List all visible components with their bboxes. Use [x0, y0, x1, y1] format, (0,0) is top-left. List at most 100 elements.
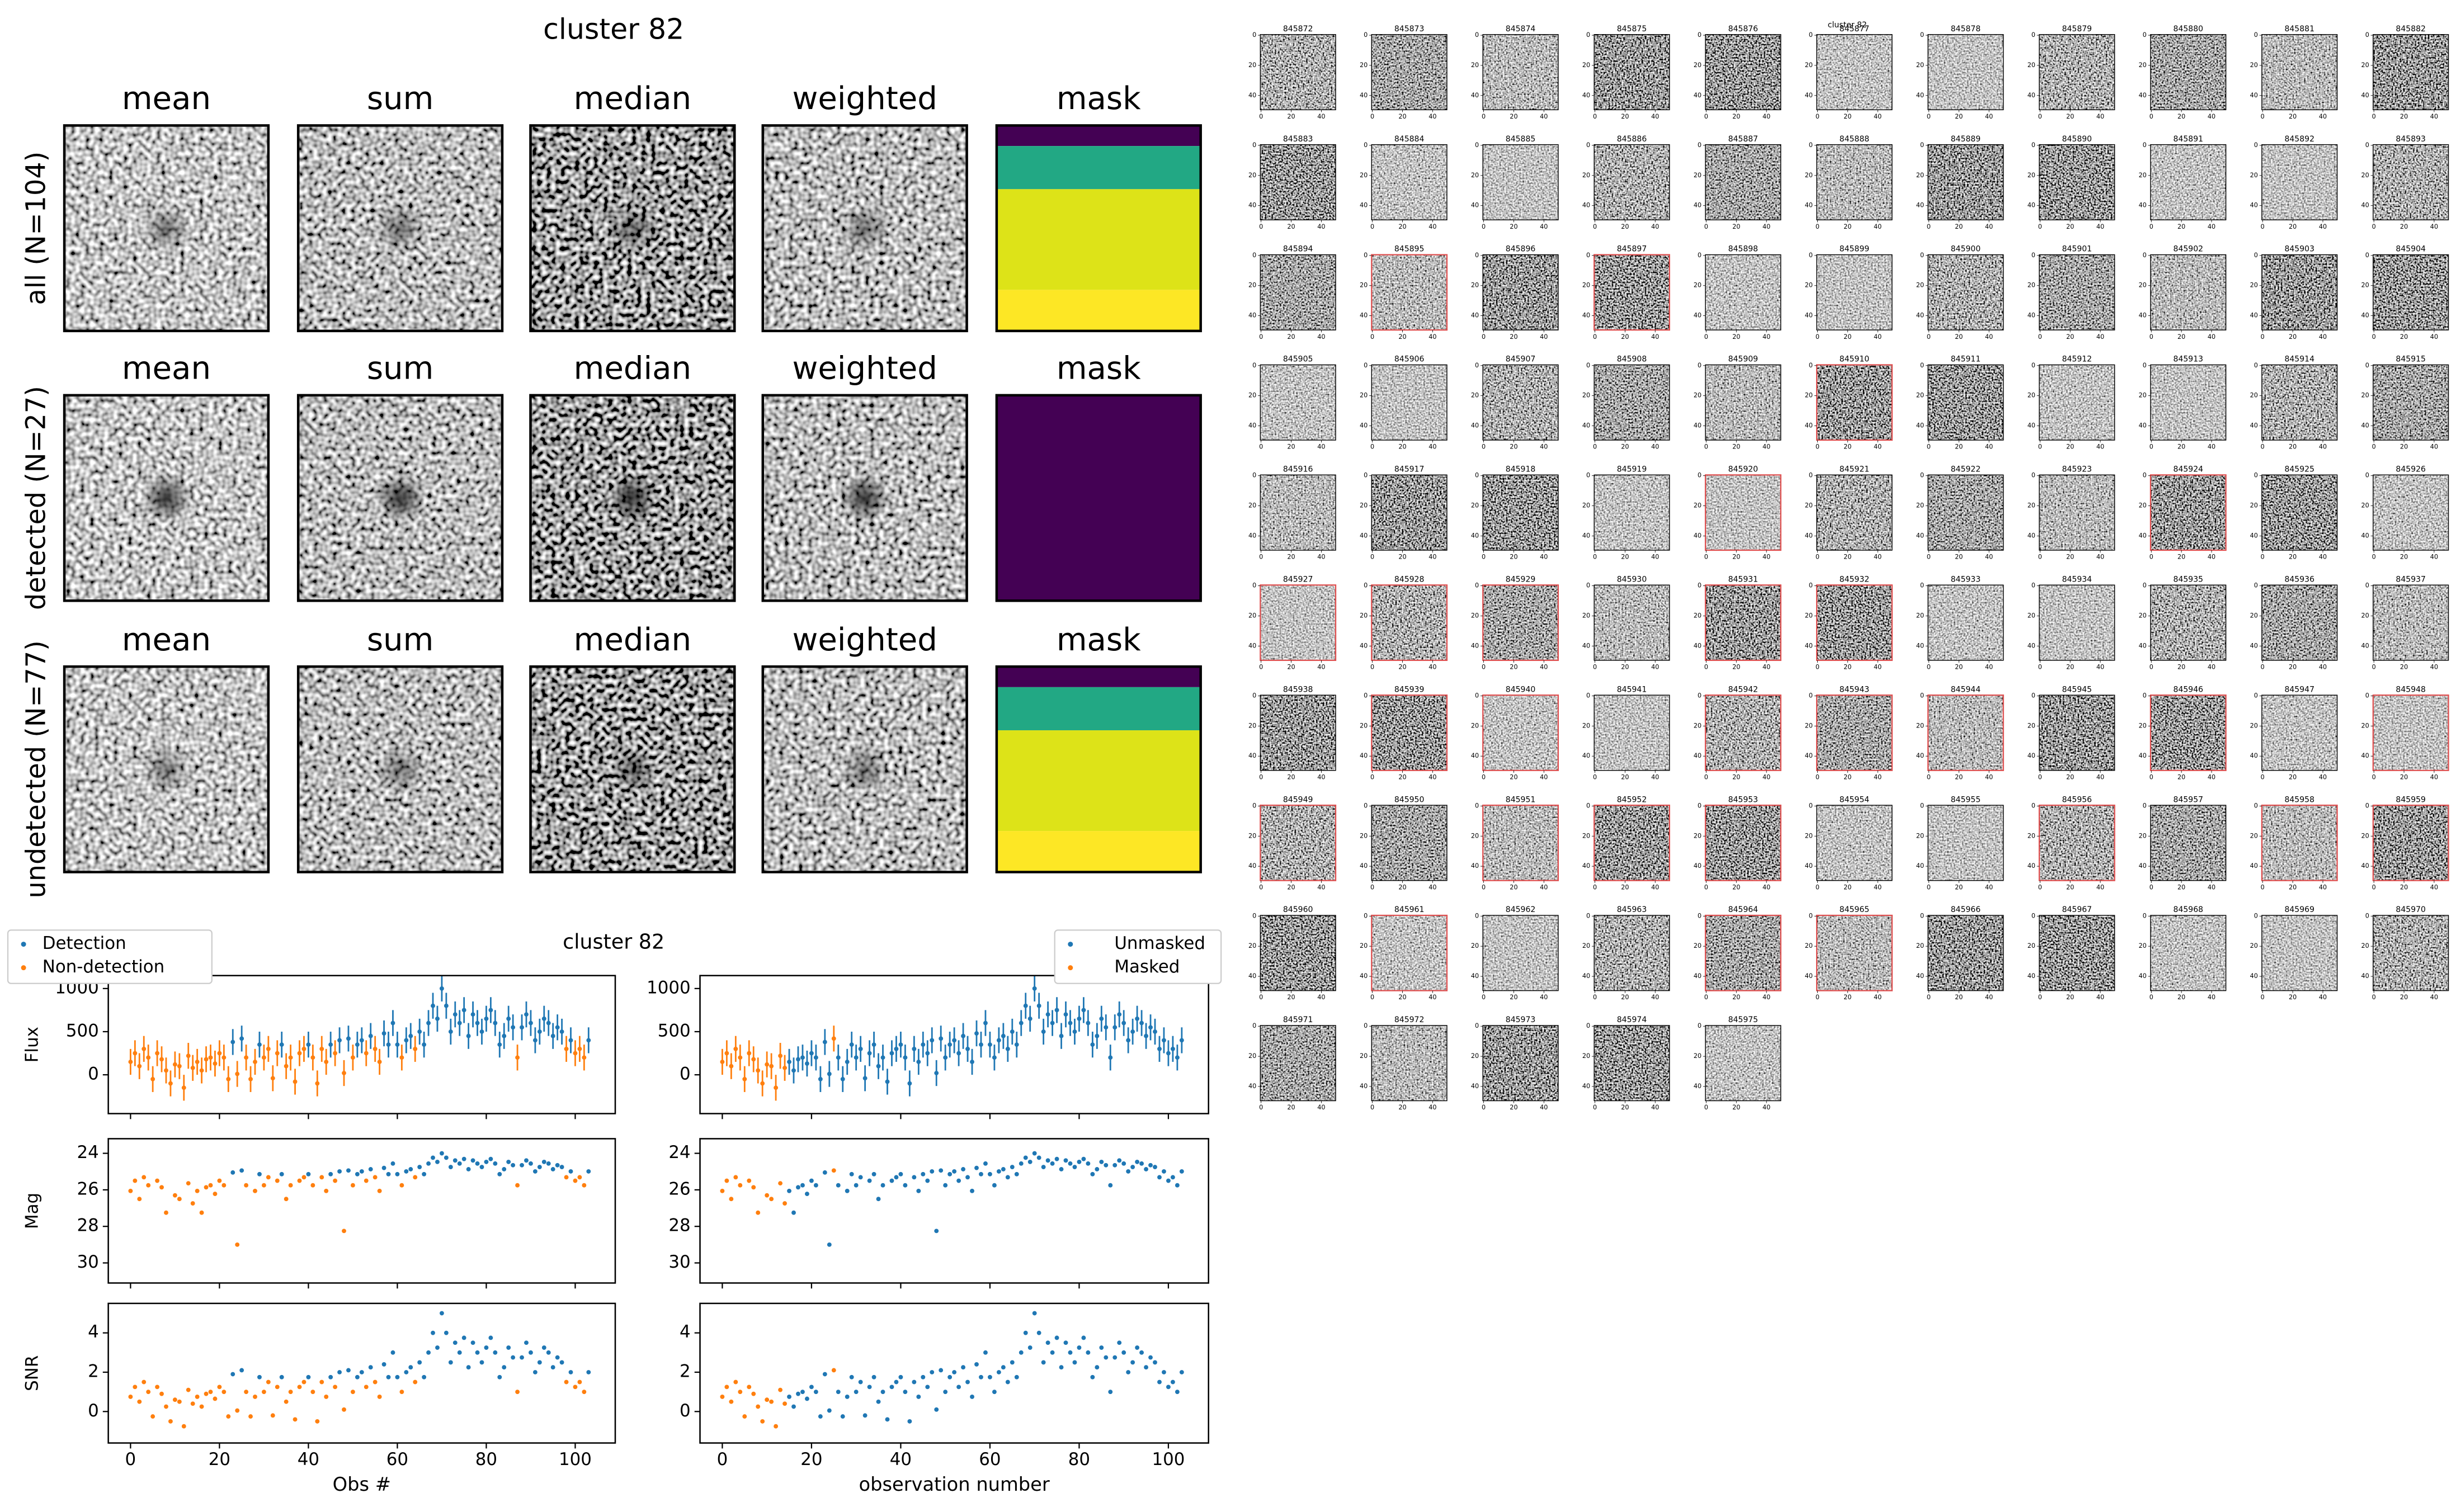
- thumbnail-x-tick-label: 0: [2372, 333, 2376, 341]
- thumbnail-y-tick-label: 20: [1916, 282, 1924, 289]
- point: [164, 1404, 168, 1409]
- thumbnail-image: [1817, 34, 1892, 110]
- point: [133, 1385, 138, 1390]
- mask-band: [996, 687, 1201, 731]
- plot-area: [720, 975, 1184, 1101]
- thumbnail-x-tick-label: 20: [2400, 223, 2408, 230]
- column-title: mean: [122, 81, 211, 117]
- thumbnail-y-tick-label: 20: [1248, 612, 1256, 619]
- point: [319, 1046, 324, 1051]
- point: [778, 1181, 783, 1186]
- point: [1054, 1156, 1059, 1161]
- thumbnail-y-tick-label: 40: [1916, 92, 1924, 99]
- thumbnail-image: [1483, 144, 1558, 220]
- point: [858, 1175, 863, 1180]
- thumbnail-y-tick-label: 40: [1805, 642, 1813, 649]
- thumbnail-y-tick-label: 20: [1471, 62, 1479, 69]
- thumbnail-y-tick-label: 0: [2365, 802, 2369, 809]
- thumbnail-image: [1594, 1025, 1670, 1101]
- point: [532, 1038, 538, 1043]
- thumbnail-y-tick-label: 20: [2028, 722, 2035, 729]
- point: [930, 1169, 935, 1174]
- thumbnail-x-tick-label: 20: [1732, 333, 1740, 341]
- point: [796, 1185, 800, 1190]
- point: [831, 1036, 836, 1041]
- thumbnail-x-tick-label: 40: [2319, 994, 2327, 1001]
- point: [239, 1168, 244, 1173]
- thumbnail-y-tick-label: 20: [2250, 62, 2258, 69]
- point: [164, 1210, 168, 1215]
- thumbnail-y-tick-label: 20: [1471, 502, 1479, 509]
- thumbnail-y-tick-label: 0: [1698, 692, 1701, 700]
- thumbnail-frame: [1705, 694, 1781, 771]
- thumbnail-frame: [2261, 254, 2338, 330]
- thumbnail-label: 845884: [1394, 135, 1425, 144]
- thumbnail-y-tick-label: 0: [1252, 252, 1256, 259]
- thumbnail-x-tick-label: 40: [1651, 1104, 1659, 1111]
- point: [1162, 1038, 1166, 1043]
- thumbnail-frame: [1927, 34, 2004, 111]
- thumbnail-frame: [2039, 915, 2115, 991]
- thumbnail-y-tick-label: 0: [1920, 362, 1924, 369]
- point: [373, 1175, 378, 1180]
- point: [1050, 1350, 1055, 1355]
- thumbnail-y-tick-label: 20: [1471, 282, 1479, 289]
- point: [751, 1185, 756, 1190]
- point: [417, 1360, 422, 1365]
- stamp-frame: [63, 665, 270, 873]
- point: [159, 1185, 164, 1190]
- thumbnail-y-tick-label: 0: [1586, 582, 1590, 589]
- point: [831, 1168, 836, 1173]
- point: [871, 1171, 876, 1176]
- thumbnail-x-tick-label: 20: [1732, 113, 1740, 120]
- thumbnail-x-tick-label: 40: [1985, 223, 1993, 230]
- point: [377, 1188, 382, 1193]
- point: [880, 1390, 885, 1395]
- point: [404, 1370, 409, 1374]
- point: [333, 1051, 338, 1056]
- thumbnail-x-tick-label: 40: [2096, 333, 2104, 341]
- thumbnail-y-tick-label: 20: [2361, 942, 2369, 949]
- thumbnail-label: 845958: [2284, 795, 2314, 804]
- thumbnail-x-tick-label: 40: [2096, 443, 2104, 451]
- thumbnail-y-tick-label: 40: [2139, 862, 2147, 870]
- point: [1099, 1345, 1104, 1350]
- thumbnail-y-tick-label: 40: [1471, 752, 1479, 759]
- point: [1130, 1165, 1135, 1169]
- thumbnail-frame: [2373, 584, 2449, 661]
- thumbnail-image: [2150, 34, 2226, 110]
- thumbnail-label: 845889: [1951, 135, 1981, 144]
- point: [342, 1228, 346, 1234]
- thumbnail-y-tick-label: 0: [2143, 472, 2147, 479]
- point: [1157, 1175, 1162, 1180]
- point: [1001, 1033, 1006, 1038]
- point: [524, 1012, 529, 1017]
- point: [903, 1055, 908, 1060]
- thumbnail-y-tick-label: 0: [1364, 912, 1368, 919]
- thumbnail-y-tick-label: 20: [2361, 612, 2369, 619]
- point: [470, 1012, 475, 1017]
- point: [529, 1350, 533, 1355]
- point: [738, 1390, 743, 1395]
- thumbnail-frame: [1482, 144, 1559, 220]
- point: [934, 1228, 939, 1234]
- thumbnail-y-tick-label: 0: [2365, 252, 2369, 259]
- point: [952, 1370, 957, 1374]
- point: [266, 1379, 271, 1385]
- point: [1112, 1163, 1118, 1168]
- thumbnail-y-tick-label: 40: [2250, 532, 2258, 539]
- thumbnail-y-tick-label: 20: [2139, 62, 2147, 69]
- thumbnail-y-tick-label: 0: [2365, 692, 2369, 700]
- thumbnail-x-tick-label: 0: [2261, 773, 2265, 781]
- point: [1108, 1390, 1113, 1395]
- thumbnail-x-tick-label: 0: [1259, 773, 1263, 781]
- point: [1108, 1183, 1113, 1188]
- thumbnail-y-tick-label: 20: [2361, 62, 2369, 69]
- mask-band: [996, 667, 1201, 687]
- thumbnail-image: [2373, 144, 2449, 220]
- stamp-frame: [296, 665, 504, 873]
- thumbnail-frame: [1593, 584, 1670, 661]
- thumbnail-x-tick-label: 40: [1428, 994, 1436, 1001]
- point: [266, 1175, 271, 1180]
- thumbnail-y-tick-label: 0: [1698, 582, 1701, 589]
